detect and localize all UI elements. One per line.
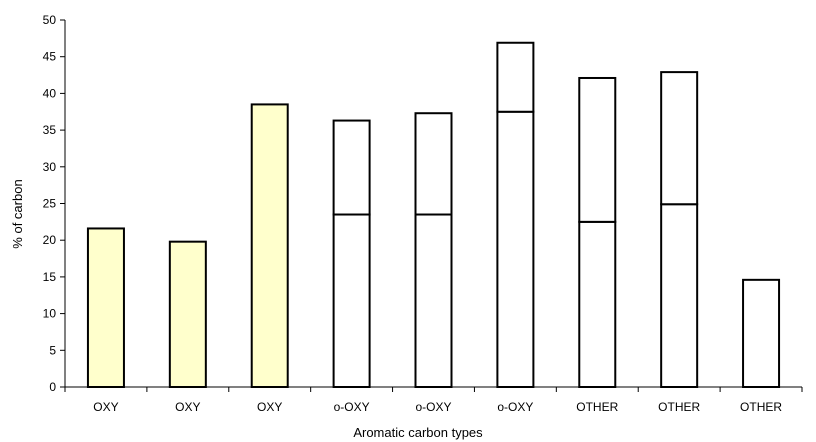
bar-4-segment-1: [332, 213, 371, 388]
x-category-label: o-OXY: [334, 400, 370, 414]
bar-6-segment-2: [496, 41, 535, 113]
y-axis-title: % of carbon: [10, 179, 25, 248]
y-tick-label: 40: [43, 86, 57, 100]
bar-5-segment-1: [414, 213, 453, 388]
y-tick-label: 45: [43, 50, 57, 64]
bar-4-segment-2: [332, 119, 371, 216]
bars-group: [86, 41, 781, 388]
bar-7-segment-1: [578, 220, 617, 388]
y-tick-label: 0: [49, 380, 56, 394]
bar-9-segment-1: [742, 278, 781, 388]
y-tick-label: 30: [43, 160, 57, 174]
x-category-label: OXY: [175, 400, 200, 414]
x-category-label: OXY: [93, 400, 118, 414]
x-category-label: OTHER: [740, 400, 782, 414]
y-tick-label: 50: [43, 13, 57, 27]
bar-8-segment-2: [660, 71, 699, 206]
ticks-group: 0 5 10 15 20 25 30 35 40 45 50 OXY OXY OXY o-OXY o-OXY o…: [43, 13, 803, 414]
x-category-label: OTHER: [576, 400, 618, 414]
bar-2-segment-1: [168, 240, 207, 388]
y-tick-label: 5: [49, 343, 56, 357]
bar-3-segment-1: [250, 103, 289, 388]
x-category-label: OTHER: [658, 400, 700, 414]
x-category-label: o-OXY: [415, 400, 451, 414]
x-axis-title: Aromatic carbon types: [353, 425, 483, 440]
x-category-label: OXY: [257, 400, 282, 414]
y-tick-label: 10: [43, 307, 57, 321]
y-tick-label: 25: [43, 197, 57, 211]
y-tick-label: 20: [43, 233, 57, 247]
x-category-label: o-OXY: [497, 400, 533, 414]
bar-6-segment-1: [496, 110, 535, 388]
bar-1-segment-1: [86, 227, 125, 388]
y-tick-label: 15: [43, 270, 57, 284]
bar-5-segment-2: [414, 112, 453, 216]
y-tick-label: 35: [43, 123, 57, 137]
bar-7-segment-2: [578, 76, 617, 223]
bar-8-segment-1: [660, 203, 699, 388]
